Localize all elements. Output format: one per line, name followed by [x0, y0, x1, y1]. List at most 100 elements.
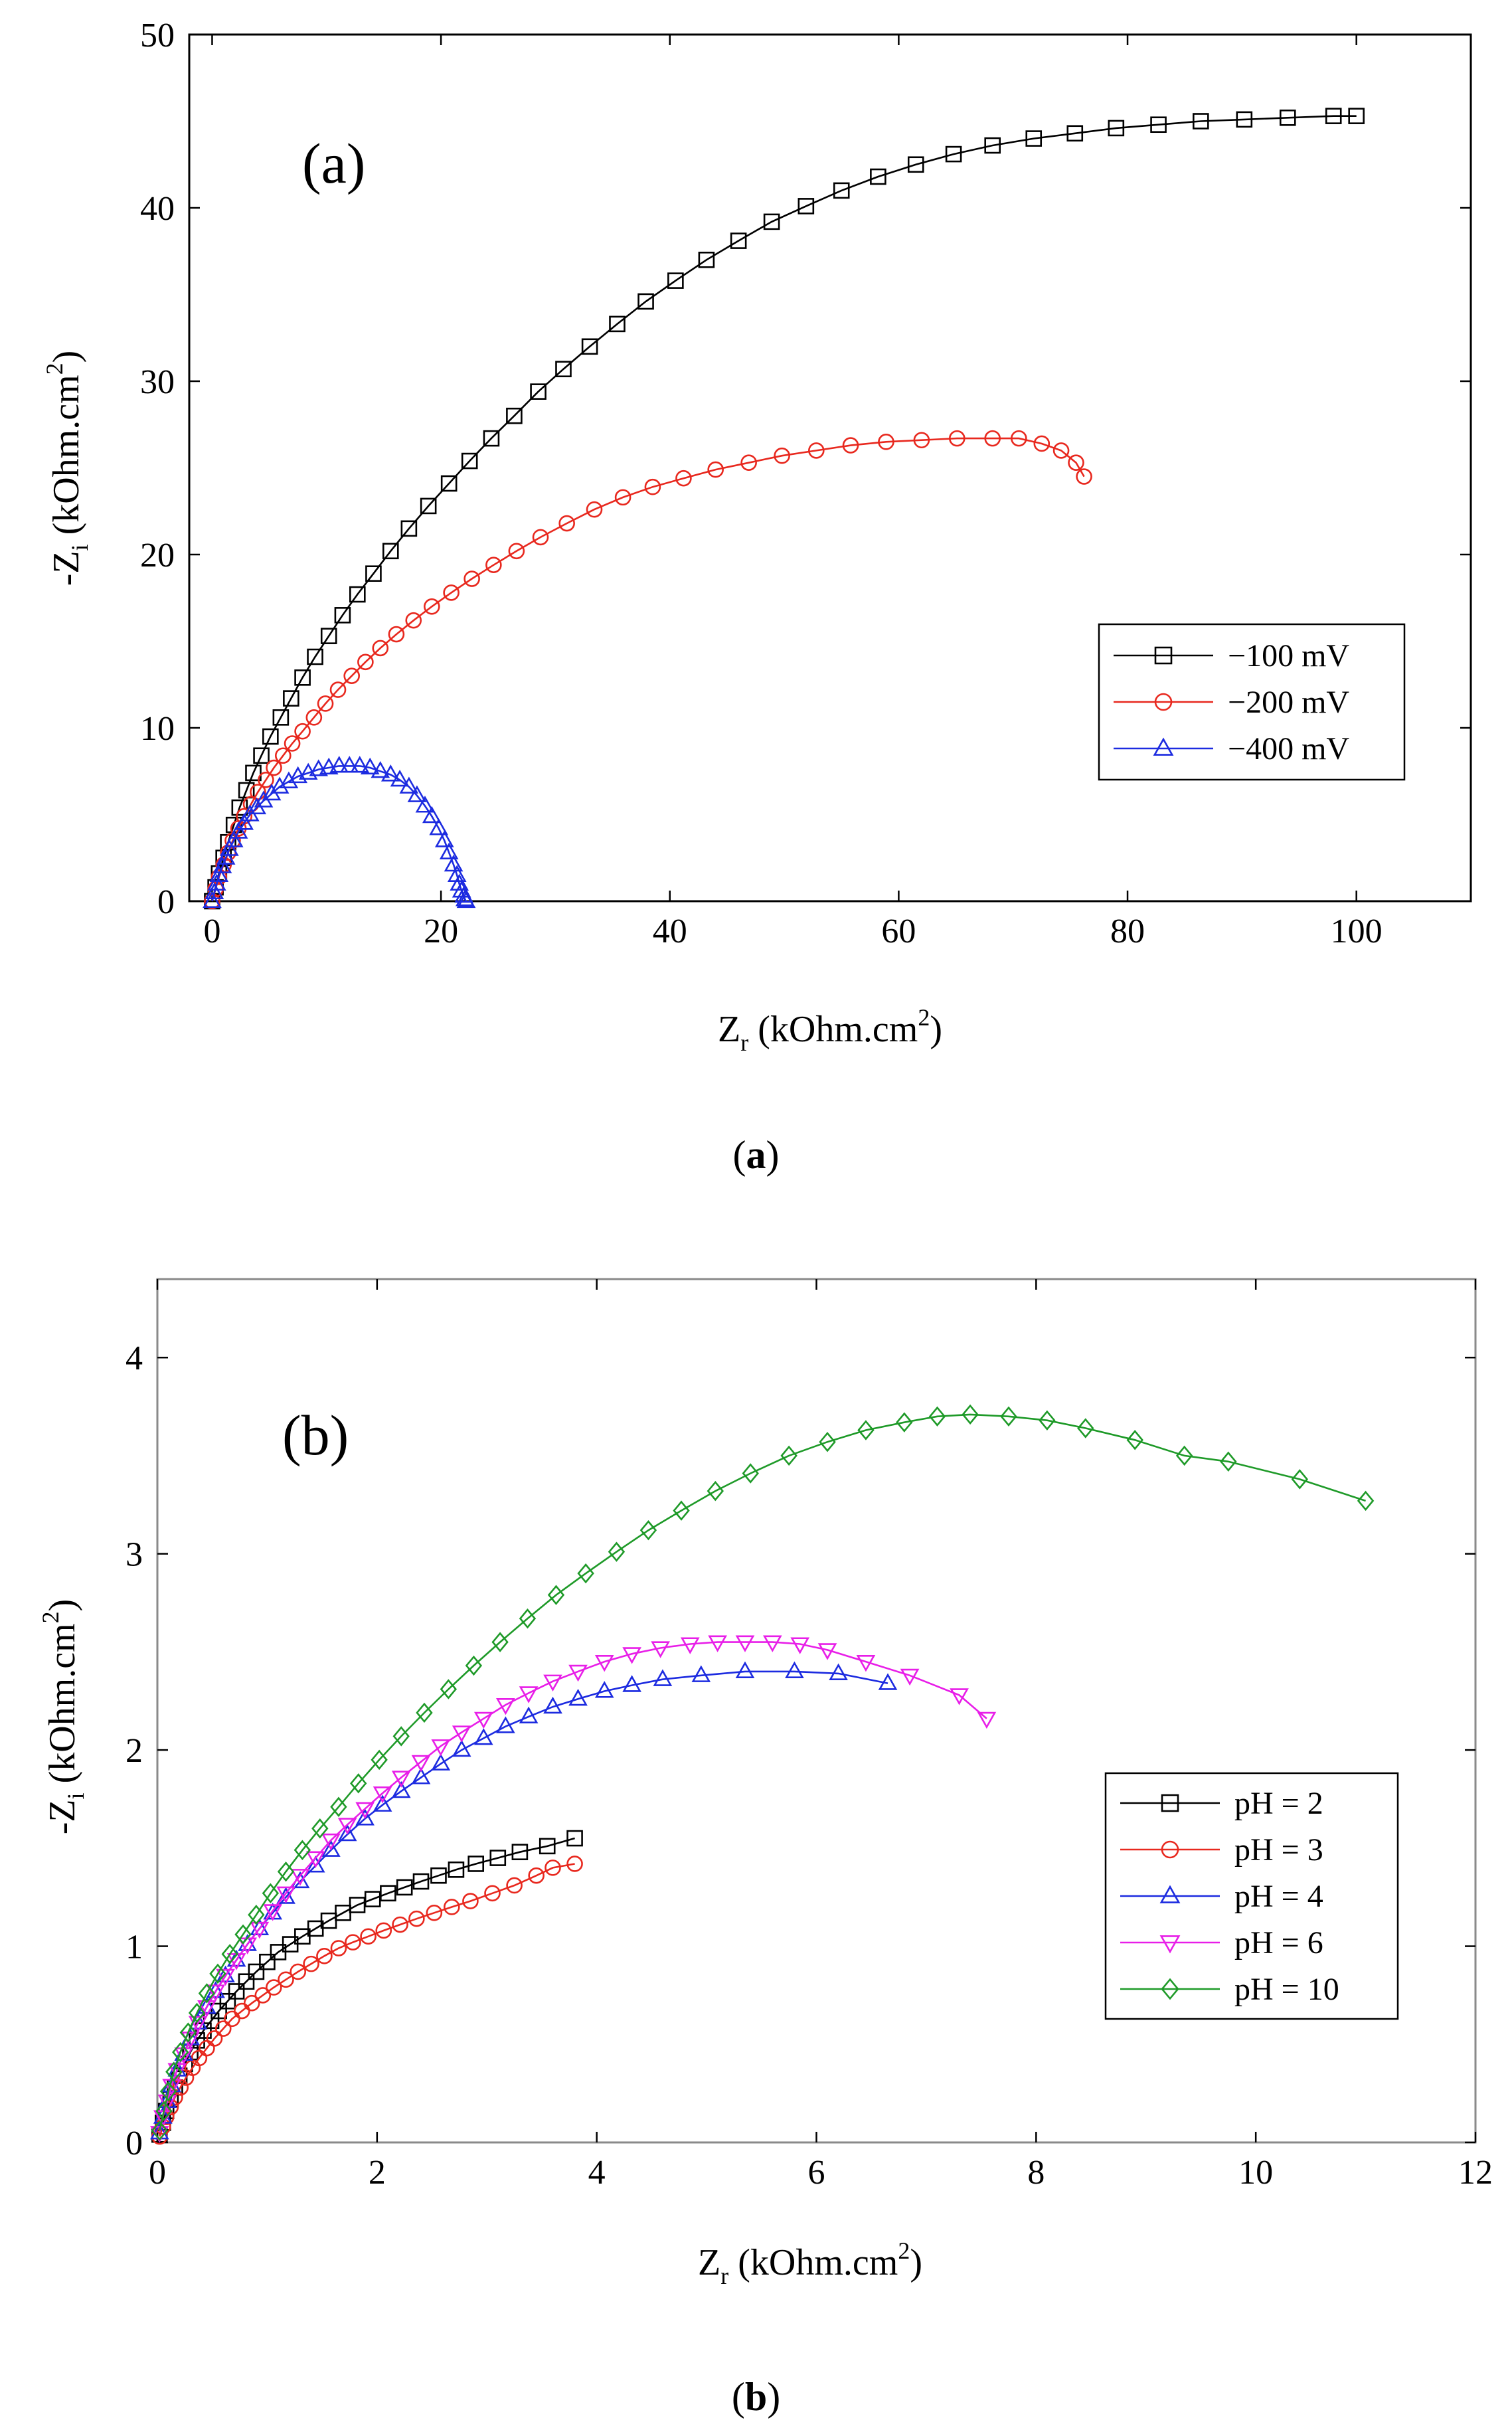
- data-point: [434, 830, 454, 847]
- data-point: [450, 873, 469, 891]
- data-point: [209, 1963, 226, 1984]
- data-point: [519, 1608, 537, 1629]
- data-point: [532, 529, 549, 546]
- data-point: [272, 709, 290, 726]
- data-point: [508, 543, 525, 560]
- data-point: [321, 1833, 341, 1851]
- data-point: [1126, 1430, 1143, 1450]
- data-point: [1052, 442, 1070, 459]
- data-point: [250, 784, 266, 800]
- data-point: [637, 293, 654, 310]
- data-point: [489, 1850, 507, 1866]
- data-point: [371, 1749, 388, 1771]
- data-point: [431, 1739, 451, 1757]
- data-point: [1066, 125, 1084, 142]
- data-point: [248, 1963, 265, 1980]
- data-point: [484, 1885, 501, 1902]
- data-point: [380, 1885, 396, 1902]
- data-point: [808, 442, 825, 459]
- data-point: [698, 251, 715, 268]
- tick-group-a: 0 20 40 60 80 100 0 10 20 30 40 50: [140, 17, 1471, 950]
- y-tick-label: 0: [157, 883, 175, 921]
- data-point: [221, 1944, 238, 1964]
- data-point: [1348, 108, 1365, 124]
- data-point: [555, 361, 572, 378]
- series-1: [204, 430, 1092, 910]
- x-tick-label: 4: [588, 2154, 606, 2192]
- y-tick-label: 50: [140, 17, 175, 54]
- data-point: [547, 1585, 565, 1605]
- data-point: [452, 1725, 471, 1743]
- y-tick-label: 30: [140, 363, 175, 401]
- legend-a: −100 mV −200 mV −400 mV: [1098, 623, 1406, 781]
- legend-swatch-marker: [1159, 1885, 1181, 1903]
- data-point: [1175, 1445, 1193, 1466]
- data-point: [279, 771, 299, 789]
- data-point: [408, 1910, 425, 1927]
- data-point: [429, 818, 448, 835]
- data-point: [483, 430, 500, 447]
- data-point: [373, 1794, 392, 1812]
- data-point: [372, 640, 389, 657]
- y-tick-label: 4: [126, 1340, 143, 1377]
- data-point: [203, 891, 222, 909]
- y-axis-label-b: -Zi (kOhm.cm2): [37, 1599, 89, 1835]
- data-point: [452, 1739, 471, 1757]
- data-point: [309, 759, 329, 776]
- series-line: [211, 765, 467, 902]
- data-point: [262, 728, 279, 745]
- data-point: [320, 628, 337, 644]
- data-point: [609, 315, 626, 333]
- data-point: [1150, 116, 1167, 133]
- data-point: [1033, 435, 1050, 452]
- data-point: [253, 747, 270, 764]
- x-tick-label: 2: [369, 2154, 386, 2192]
- legend-item: −100 mV: [1114, 638, 1349, 673]
- series-line: [159, 1837, 575, 2135]
- data-point: [290, 1963, 307, 1980]
- x-tick-label: 20: [424, 912, 458, 950]
- data-point: [151, 2121, 169, 2141]
- data-point: [878, 1673, 898, 1690]
- legend-item: pH = 3: [1120, 1832, 1323, 1867]
- data-point: [644, 478, 661, 495]
- y-tick-label: 0: [126, 2124, 143, 2162]
- series-3: [149, 1635, 997, 2143]
- series-1: [151, 1856, 583, 2145]
- data-point: [275, 747, 292, 764]
- data-point: [577, 1563, 594, 1584]
- data-point: [673, 1500, 690, 1521]
- data-point: [448, 1862, 465, 1878]
- data-point: [594, 1681, 614, 1698]
- legend-item: −400 mV: [1114, 731, 1349, 766]
- data-point: [763, 213, 780, 230]
- data-point: [653, 1669, 673, 1686]
- legend-label: pH = 4: [1234, 1879, 1323, 1914]
- data-point: [294, 669, 311, 686]
- data-point: [707, 461, 724, 478]
- data-point: [1025, 130, 1043, 147]
- series-2: [149, 1661, 898, 2140]
- data-point: [415, 796, 435, 813]
- data-point: [270, 776, 290, 794]
- data-point: [278, 1971, 294, 1988]
- data-point: [467, 1856, 485, 1872]
- x-tick-label: 10: [1238, 2154, 1273, 2192]
- legend-item: pH = 6: [1120, 1925, 1323, 1960]
- x-axis-label-b: Zr (kOhm.cm2): [698, 2237, 922, 2289]
- data-point: [357, 653, 374, 671]
- data-point: [440, 475, 458, 492]
- data-point: [1325, 108, 1342, 124]
- data-point: [496, 1698, 515, 1715]
- data-point: [444, 1899, 460, 1915]
- data-point: [172, 2041, 189, 2063]
- data-point: [216, 1965, 235, 1982]
- data-point: [219, 1992, 236, 2010]
- data-point: [391, 1771, 411, 1788]
- legend-item: pH = 10: [1120, 1972, 1339, 2007]
- data-point: [1193, 113, 1209, 130]
- data-point: [238, 1973, 255, 1990]
- data-point: [343, 667, 360, 685]
- data-point: [350, 1773, 367, 1794]
